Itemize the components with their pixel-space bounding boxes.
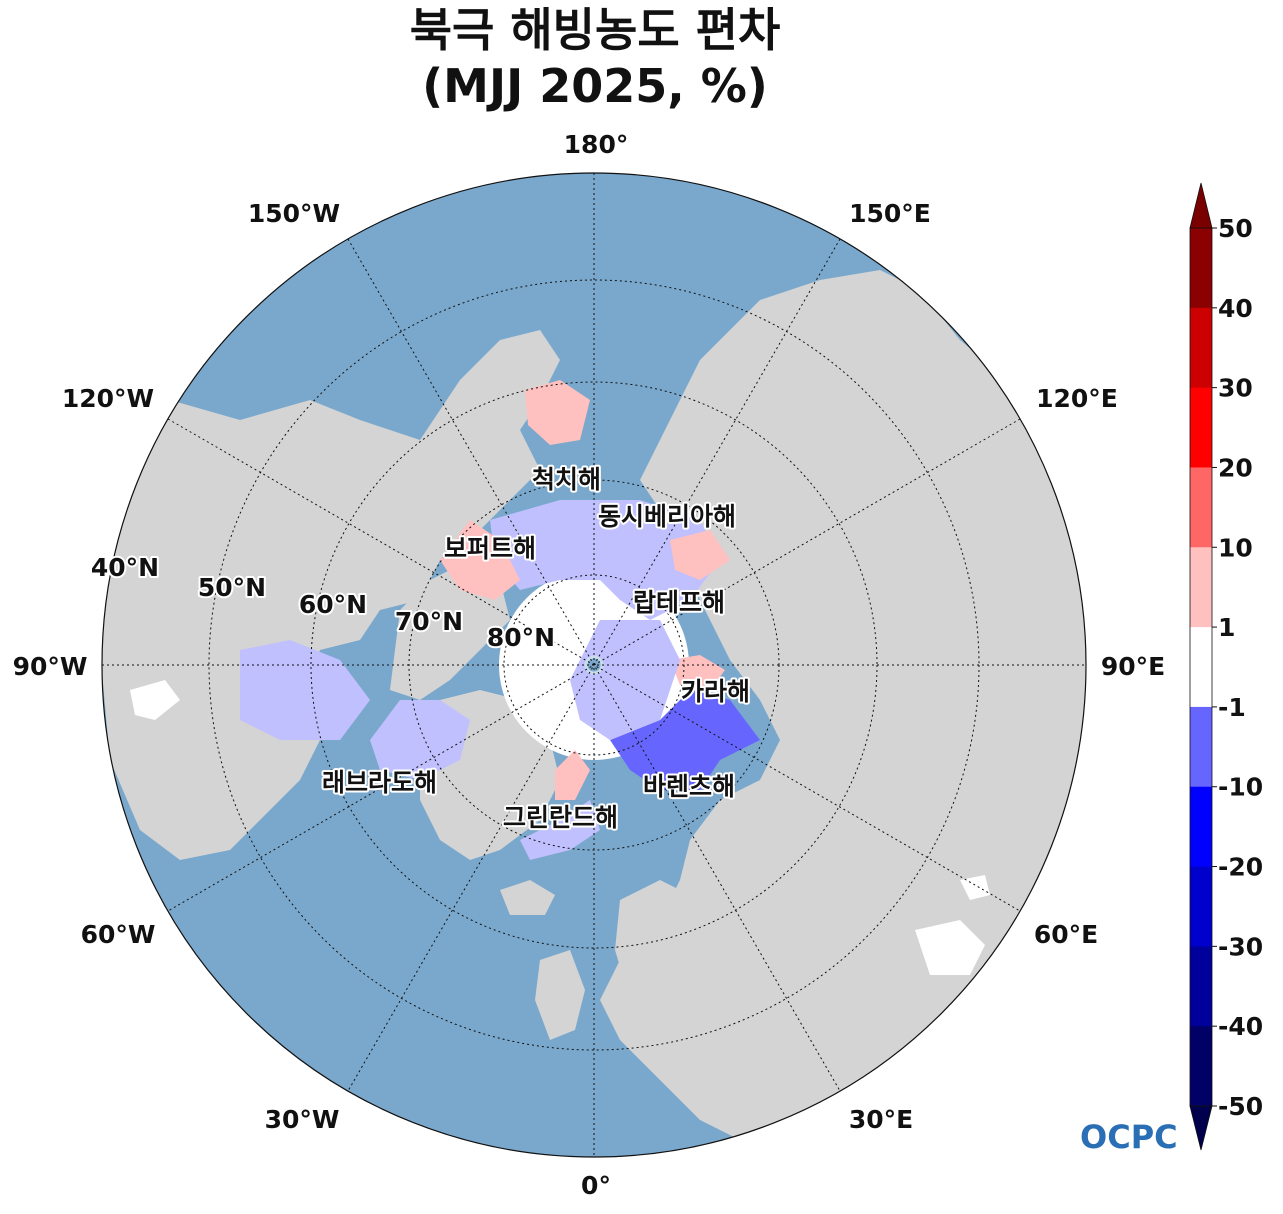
colorbar-band xyxy=(1190,228,1212,309)
meridians xyxy=(102,173,1086,1157)
colorbar-tick-label: 10 xyxy=(1218,533,1253,562)
ice-anomaly-laptev xyxy=(670,530,730,580)
lon-label-120w: 120°W xyxy=(62,384,154,413)
sea-label-greenland: 그린란드해 xyxy=(503,803,618,832)
colorbar-band xyxy=(1190,467,1212,548)
sea-label-beaufort: 보퍼트해 xyxy=(444,534,536,563)
colorbar-tick-label: -40 xyxy=(1218,1012,1263,1041)
lon-label-90e: 90°E xyxy=(1101,652,1165,681)
sea-label-east-siberian: 동시베리아해 xyxy=(598,502,736,531)
land-alaska xyxy=(420,330,560,440)
colorbar-band xyxy=(1190,307,1212,389)
lat-label-70n: 70°N xyxy=(395,607,463,636)
land-north-america xyxy=(102,400,540,860)
lat-circle-50 xyxy=(208,279,980,1051)
ice-anomaly-greenland-pink xyxy=(555,750,590,800)
logo-text: OCPC xyxy=(1080,1118,1178,1156)
colorbar-bands xyxy=(1190,228,1212,1107)
sea-label-chukchi: 척치해 xyxy=(532,465,601,494)
colorbar-tick-label: 40 xyxy=(1218,294,1253,323)
colorbar-band xyxy=(1190,627,1212,708)
map-disk xyxy=(102,173,1086,1157)
sea-labels: 척치해 동시베리아해 보퍼트해 랍테프해 카라해 바렌츠해 그린란드해 래브라도… xyxy=(320,463,752,834)
colorbar-tick-label: -10 xyxy=(1218,773,1263,802)
colorbar-tick-label: -50 xyxy=(1218,1092,1263,1121)
colorbar-band xyxy=(1190,547,1212,628)
lon-label-30w: 30°W xyxy=(265,1105,340,1134)
sea-label-kara: 카라해 xyxy=(681,677,750,706)
lon-label-30e: 30°E xyxy=(849,1105,913,1134)
colorbar-tick-label: 30 xyxy=(1218,374,1253,403)
ocpc-logo: OCPC xyxy=(1080,1118,1178,1156)
colorbar-band xyxy=(1190,866,1212,947)
colorbar-band xyxy=(1190,387,1212,468)
ice-anomaly-greenland-east xyxy=(520,800,600,860)
lat-label-60n: 60°N xyxy=(299,590,367,619)
lon-label-180: 180° xyxy=(564,130,629,159)
colorbar-tick-label: -30 xyxy=(1218,932,1263,961)
ice-anomaly-baffin xyxy=(370,700,470,780)
colorbar-tick-label: 1 xyxy=(1218,613,1235,642)
lon-label-150e: 150°E xyxy=(849,199,931,228)
chart-subtitle: (MJJ 2025, %) xyxy=(422,59,768,113)
colorbar-band xyxy=(1190,1026,1212,1107)
land-scandinavia xyxy=(615,880,720,1040)
ice-anomaly-kara-negative xyxy=(610,690,760,790)
meridian-120e-60w xyxy=(167,418,1021,912)
ice-anomaly-kara-pink xyxy=(670,655,725,690)
colorbar-band xyxy=(1190,946,1212,1027)
colorbar-tick-label: -20 xyxy=(1218,853,1263,882)
lat-label-40n: 40°N xyxy=(91,553,159,582)
lon-label-90w: 90°W xyxy=(13,652,88,681)
colorbar-band xyxy=(1190,706,1212,788)
colorbar-frame xyxy=(1189,227,1213,1107)
colorbar-ticks: 50 40 30 20 10 1 -1 -10 -20 -30 -40 -50 xyxy=(1212,214,1263,1121)
latitude-labels: 40°N 50°N 60°N 70°N 80°N xyxy=(89,551,557,654)
land-iceland xyxy=(500,880,555,915)
colorbar-extend-top xyxy=(1189,182,1213,229)
longitude-labels: 180° 150°E 120°E 90°E 60°E 30°E 0° 30°W … xyxy=(13,130,1166,1200)
colorbar-extend-bottom xyxy=(1189,1105,1213,1151)
land-british-isles xyxy=(535,950,585,1040)
ice-anomaly-chukchi xyxy=(525,380,590,445)
ice-anomaly-east-siberian xyxy=(490,500,720,620)
colorbar-tick-label: -1 xyxy=(1218,693,1246,722)
sea-label-labrador: 래브라도해 xyxy=(322,768,437,797)
sea-label-barents: 바렌츠해 xyxy=(643,772,735,801)
land-patch-3 xyxy=(960,875,990,900)
lon-label-0: 0° xyxy=(581,1171,611,1200)
inland-patches xyxy=(130,680,990,975)
land-patch-1 xyxy=(915,920,985,975)
lat-label-80n: 80°N xyxy=(487,623,555,652)
lon-label-60w: 60°W xyxy=(81,920,156,949)
colorbar-tick-label: 50 xyxy=(1218,214,1253,243)
lon-label-120e: 120°E xyxy=(1036,384,1118,413)
lat-circle-70 xyxy=(408,479,780,851)
ice-anomaly-beaufort xyxy=(440,520,520,600)
lon-label-60e: 60°E xyxy=(1034,920,1098,949)
ice-anomaly-central-light xyxy=(570,620,680,740)
map-boundary xyxy=(101,172,1087,1158)
sea-label-laptev: 랍테프해 xyxy=(633,588,725,617)
colorbar-band xyxy=(1190,786,1212,868)
colorbar: 50 40 30 20 10 1 -1 -10 -20 -30 -40 -50 xyxy=(1189,182,1263,1151)
chart-title: 북극 해빙농도 편차 xyxy=(409,3,781,57)
lon-label-150w: 150°W xyxy=(248,199,340,228)
lat-label-50n: 50°N xyxy=(198,573,266,602)
lat-circle-80 xyxy=(503,574,685,756)
colorbar-tick-label: 20 xyxy=(1218,453,1253,482)
land-patch-2 xyxy=(130,680,180,720)
